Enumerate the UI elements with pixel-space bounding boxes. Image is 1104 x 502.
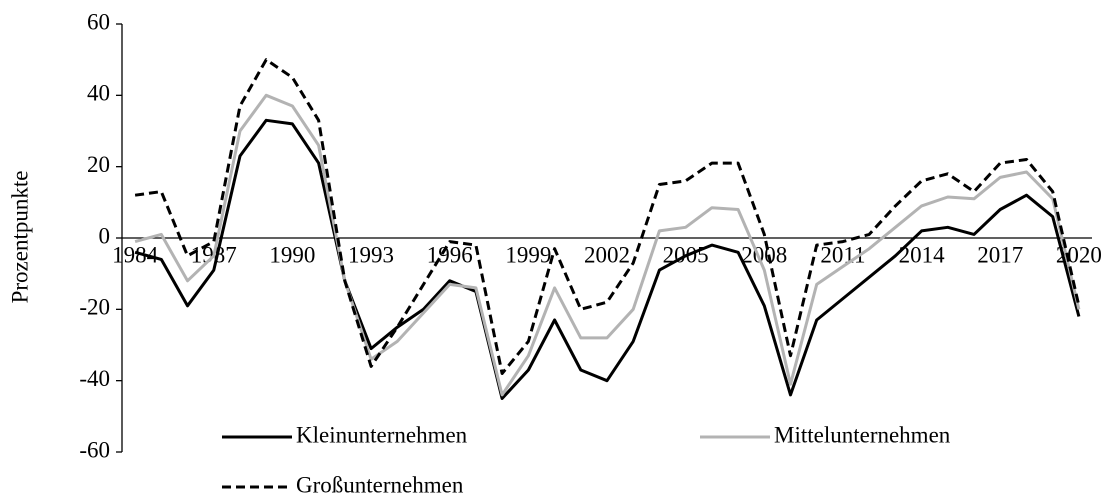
legend-label: Kleinunternehmen bbox=[296, 422, 468, 447]
x-tick-label: 1999 bbox=[505, 242, 551, 267]
legend-label: Großunternehmen bbox=[296, 472, 464, 497]
line-series bbox=[134, 58, 1081, 375]
y-axis-label: Prozentpunkte bbox=[7, 171, 32, 304]
y-tick-label: 60 bbox=[87, 9, 110, 34]
x-tick-label: 1990 bbox=[269, 242, 315, 267]
y-tick-label: 40 bbox=[87, 81, 110, 106]
line-series bbox=[134, 118, 1081, 400]
y-tick-label: 20 bbox=[87, 152, 110, 177]
y-tick-label: -20 bbox=[79, 295, 110, 320]
x-tick-label: 1996 bbox=[427, 242, 473, 267]
x-tick-label: 1993 bbox=[348, 242, 394, 267]
legend-label: Mittelunternehmen bbox=[774, 422, 951, 447]
line-series bbox=[134, 93, 1081, 397]
x-tick-label: 1984 bbox=[112, 242, 159, 267]
y-tick-label: -40 bbox=[79, 366, 110, 391]
y-tick-label: 0 bbox=[99, 223, 111, 248]
x-tick-label: 2017 bbox=[977, 242, 1023, 267]
y-tick-label: -60 bbox=[79, 437, 110, 462]
x-tick-label: 2008 bbox=[741, 242, 787, 267]
x-tick-label: 2002 bbox=[584, 242, 630, 267]
